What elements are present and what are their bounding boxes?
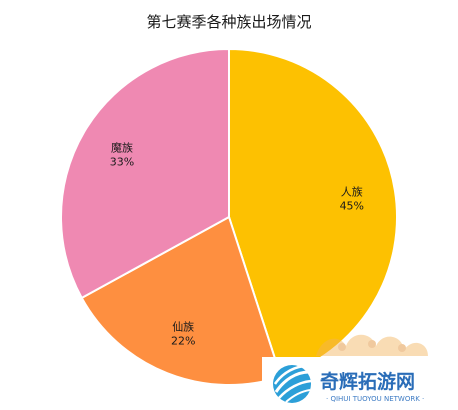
pie-slice-value-label: 33%	[110, 156, 134, 169]
pie-slice-name-label: 仙族	[172, 320, 194, 334]
pie-slice-2	[60, 47, 230, 300]
chart-title: 第七赛季各种族出场情况	[146, 13, 311, 31]
pie-slice-1	[80, 215, 283, 386]
pie-slice-0	[228, 47, 398, 379]
pie-slice-value-label: 45%	[340, 200, 364, 213]
watermark-brand-subtext: · QIHUI TUOYOU NETWORK ·	[326, 395, 424, 403]
pie-slice-name-label: 魔族	[111, 141, 133, 155]
watermark: 奇辉拓游网 · QIHUI TUOYOU NETWORK ·	[262, 334, 458, 410]
watermark-brand-text: 奇辉拓游网	[320, 370, 415, 393]
pie-slice-name-label: 人族	[341, 185, 363, 199]
watermark-globe-icon	[273, 364, 312, 403]
pie-slice-value-label: 22%	[171, 335, 195, 348]
pie-slices	[60, 47, 398, 386]
watermark-cartoon-icon	[316, 334, 428, 356]
